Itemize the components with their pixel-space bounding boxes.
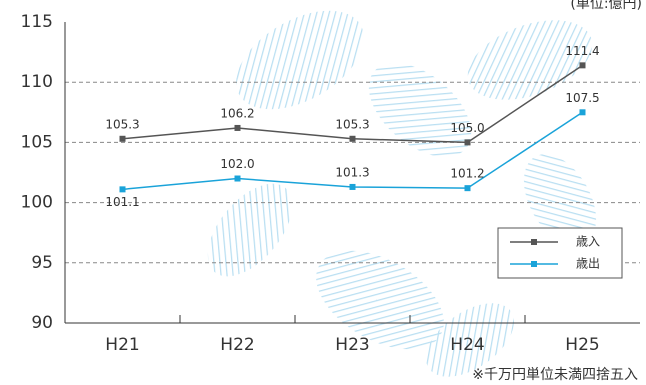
legend-marker	[531, 239, 537, 245]
value-label: 106.2	[220, 106, 254, 120]
point	[120, 186, 126, 192]
y-tick-label: 110	[21, 72, 53, 92]
legend-label: 歳入	[576, 235, 600, 249]
point	[465, 185, 471, 191]
y-tick-label: 100	[21, 193, 53, 213]
legend-box	[498, 228, 622, 278]
background-decoration	[192, 0, 611, 385]
value-label: 101.3	[335, 165, 369, 179]
value-label: 102.0	[220, 157, 254, 171]
x-tick-label: H25	[565, 335, 599, 355]
x-tick-label: H22	[220, 335, 254, 355]
y-tick-label: 90	[31, 313, 53, 333]
point	[465, 139, 471, 145]
unit-label: (単位:億円)	[570, 0, 642, 12]
point	[580, 62, 586, 68]
point	[120, 136, 126, 142]
point	[350, 184, 356, 190]
value-label: 111.4	[565, 44, 599, 58]
y-tick-label: 105	[21, 132, 53, 152]
x-tick-label: H23	[335, 335, 369, 355]
value-label: 105.3	[335, 117, 369, 131]
legend-label: 歳出	[576, 257, 600, 271]
y-tick-label: 95	[31, 253, 53, 273]
value-label: 101.2	[450, 167, 484, 181]
point	[235, 125, 241, 131]
point	[580, 109, 586, 115]
value-label: 101.1	[105, 195, 139, 209]
chart: (単位:億円) ※千万円単位未満四捨五入 90 95 100 105 110 115 H21…	[0, 0, 646, 385]
value-label: 105.0	[450, 121, 484, 135]
x-tick-label: H21	[105, 335, 139, 355]
value-label: 105.3	[105, 117, 139, 131]
note: ※千万円単位未満四捨五入	[472, 366, 638, 383]
point	[235, 176, 241, 182]
value-label: 107.5	[565, 91, 599, 105]
legend-marker	[531, 261, 537, 267]
point	[350, 136, 356, 142]
x-tick-label: H24	[450, 335, 484, 355]
y-tick-label: 115	[21, 12, 53, 32]
